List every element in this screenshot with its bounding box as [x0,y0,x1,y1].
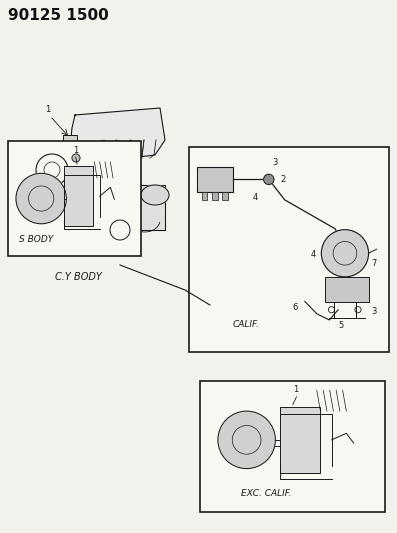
Text: 4: 4 [253,193,258,202]
Circle shape [321,230,368,277]
Text: 7: 7 [371,259,376,268]
Ellipse shape [141,185,169,205]
Text: 2: 2 [281,175,286,184]
Text: 1: 1 [293,384,298,393]
Polygon shape [70,108,165,160]
Text: 6: 6 [293,303,298,312]
Circle shape [110,220,130,240]
Text: 1: 1 [73,146,78,155]
Circle shape [36,154,68,186]
Text: 1: 1 [45,105,50,114]
Text: 3: 3 [371,307,376,316]
Text: C.Y BODY: C.Y BODY [55,272,102,282]
Text: 90125 1500: 90125 1500 [8,8,109,23]
Bar [64,166,93,226]
Text: 4: 4 [311,251,316,260]
Bar [65,185,165,230]
Circle shape [72,154,80,162]
Bar [202,192,207,200]
Circle shape [218,411,276,469]
Text: CALIF.: CALIF. [233,320,260,329]
Text: S BODY: S BODY [19,235,53,244]
Bar [222,192,227,200]
Text: 3: 3 [273,158,278,167]
Bar [67,150,85,172]
Bar [200,381,385,512]
Bar [8,141,141,256]
Circle shape [16,173,66,224]
Bar [212,192,218,200]
Bar [325,277,369,302]
Bar [197,167,233,192]
Bar [280,407,320,473]
Bar [63,135,77,149]
Bar [189,147,389,352]
Text: 5: 5 [338,321,343,330]
Circle shape [264,174,274,184]
Text: EXC. CALIF.: EXC. CALIF. [241,489,292,498]
